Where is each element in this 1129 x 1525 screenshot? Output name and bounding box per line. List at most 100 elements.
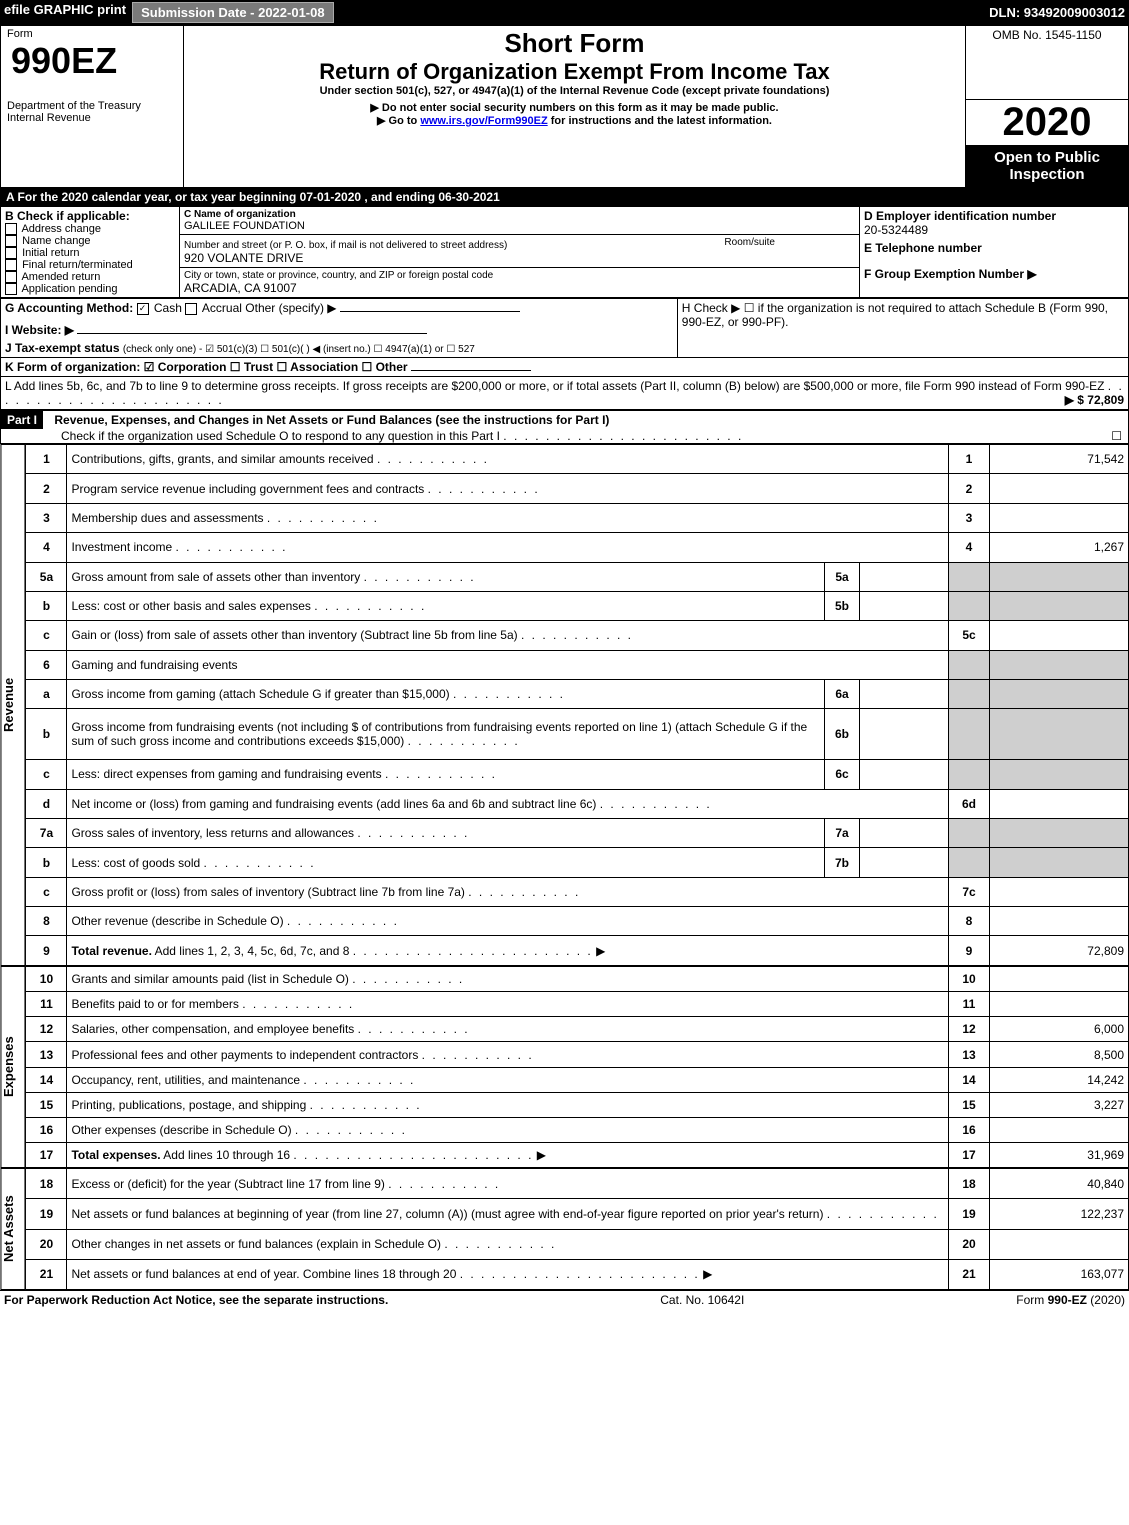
short-form-title: Short Form [190, 28, 959, 59]
line-row: b Less: cost of goods sold 7b [26, 848, 1129, 877]
expenses-outer: Expenses 10 Grants and similar amounts p… [0, 966, 1129, 1168]
return-title: Return of Organization Exempt From Incom… [190, 59, 959, 85]
cash-checkbox[interactable] [137, 303, 149, 315]
line-row: 7a Gross sales of inventory, less return… [26, 819, 1129, 848]
website-input[interactable] [77, 333, 427, 334]
line-row: b Gross income from fundraising events (… [26, 709, 1129, 760]
page-footer: For Paperwork Reduction Act Notice, see … [0, 1290, 1129, 1309]
org-info-table: B Check if applicable: Address change Na… [0, 206, 1129, 299]
line-row: 21 Net assets or fund balances at end of… [26, 1259, 1129, 1289]
line-row: 10 Grants and similar amounts paid (list… [26, 967, 1129, 992]
d-ein-label: D Employer identification number [864, 209, 1124, 223]
k-other-input[interactable] [411, 370, 531, 371]
internal-revenue: Internal Revenue [7, 112, 177, 124]
b-check-applicable-heading: B Check if applicable: [5, 209, 175, 223]
line-row: 15 Printing, publications, postage, and … [26, 1092, 1129, 1117]
part1-schedule-o-checkbox[interactable]: ☐ [1111, 429, 1122, 443]
line-row: 17 Total expenses. Add lines 10 through … [26, 1142, 1129, 1167]
form-word: Form [7, 28, 177, 40]
other-specify-input[interactable] [340, 311, 520, 312]
h-schedule-b-check: H Check ▶ ☐ if the organization is not r… [682, 301, 1124, 329]
b-checkbox-4[interactable] [5, 271, 17, 283]
ghijk-table: G Accounting Method: Cash Accrual Other … [0, 298, 1129, 410]
j-tax-exempt-prefix: J Tax-exempt status [5, 341, 123, 355]
line-row: 8 Other revenue (describe in Schedule O)… [26, 907, 1129, 936]
section-a-tax-year: A For the 2020 calendar year, or tax yea… [0, 188, 1129, 206]
dept-treasury: Department of the Treasury [7, 100, 177, 112]
other-specify-label: Other (specify) ▶ [245, 301, 336, 315]
revenue-side-label: Revenue [0, 444, 25, 966]
b-checkbox-2[interactable] [5, 247, 17, 259]
b-checkbox-1[interactable] [5, 235, 17, 247]
expenses-side-label: Expenses [0, 966, 25, 1168]
catalog-number: Cat. No. 10642I [660, 1293, 744, 1307]
dln-label: DLN: 93492009003012 [989, 5, 1125, 20]
room-suite-label: Room/suite [724, 237, 775, 248]
form-version: Form 990-EZ (2020) [1016, 1293, 1125, 1307]
line-row: 13 Professional fees and other payments … [26, 1042, 1129, 1067]
line-row: 18 Excess or (deficit) for the year (Sub… [26, 1169, 1129, 1199]
l-gross-receipts-text: L Add lines 5b, 6c, and 7b to line 9 to … [5, 379, 1104, 393]
l-gross-receipts-amount: ▶ $ 72,809 [1065, 393, 1124, 407]
b-checkbox-3[interactable] [5, 259, 17, 271]
line-row: 5a Gross amount from sale of assets othe… [26, 562, 1129, 591]
b-checkbox-5[interactable] [5, 283, 17, 295]
line-row: b Less: cost or other basis and sales ex… [26, 591, 1129, 620]
b-item-label: Application pending [21, 283, 117, 295]
line-row: c Gross profit or (loss) from sales of i… [26, 877, 1129, 906]
line-row: 12 Salaries, other compensation, and emp… [26, 1017, 1129, 1042]
line-row: 20 Other changes in net assets or fund b… [26, 1229, 1129, 1259]
topbar: efile GRAPHIC print Submission Date - 20… [0, 0, 1129, 25]
financial-outer: Revenue 1 Contributions, gifts, grants, … [0, 444, 1129, 966]
line-row: 3 Membership dues and assessments 3 [26, 503, 1129, 532]
b-item-label: Address change [21, 223, 101, 235]
tax-year: 2020 [966, 100, 1128, 145]
ein-value: 20-5324489 [864, 223, 1124, 237]
line-row: 1 Contributions, gifts, grants, and simi… [26, 445, 1129, 474]
accrual-label: Accrual [202, 301, 242, 315]
line-row: d Net income or (loss) from gaming and f… [26, 789, 1129, 818]
org-name: GALILEE FOUNDATION [184, 220, 855, 232]
go-to-instructions: ▶ Go to www.irs.gov/Form990EZ for instru… [190, 114, 959, 127]
org-address: 920 VOLANTE DRIVE [184, 251, 855, 265]
do-not-enter-ssn: ▶ Do not enter social security numbers o… [190, 101, 959, 114]
line-row: c Less: direct expenses from gaming and … [26, 760, 1129, 789]
open-to-public: Open to Public Inspection [966, 145, 1128, 187]
line-row: 2 Program service revenue including gove… [26, 474, 1129, 503]
addr-label: Number and street (or P. O. box, if mail… [184, 240, 507, 251]
line-row: a Gross income from gaming (attach Sched… [26, 679, 1129, 708]
line-row: 6 Gaming and fundraising events [26, 650, 1129, 679]
b-item-label: Amended return [21, 271, 100, 283]
b-checkbox-0[interactable] [5, 223, 17, 235]
revenue-table: 1 Contributions, gifts, grants, and simi… [25, 444, 1129, 966]
go-to-prefix: ▶ Go to [377, 115, 420, 127]
under-section: Under section 501(c), 527, or 4947(a)(1)… [190, 85, 959, 97]
accrual-checkbox[interactable] [185, 303, 197, 315]
form-number: 990EZ [7, 40, 177, 82]
j-tax-exempt-options: (check only one) - ☑ 501(c)(3) ☐ 501(c)(… [123, 344, 475, 355]
form-header: Form 990EZ Department of the Treasury In… [0, 25, 1129, 188]
line-row: 11 Benefits paid to or for members 11 [26, 992, 1129, 1017]
line-row: 16 Other expenses (describe in Schedule … [26, 1117, 1129, 1142]
part1-title: Revenue, Expenses, and Changes in Net As… [54, 413, 609, 427]
line-row: 14 Occupancy, rent, utilities, and maint… [26, 1067, 1129, 1092]
i-website-label: I Website: ▶ [5, 323, 74, 337]
line-row: 9 Total revenue. Add lines 1, 2, 3, 4, 5… [26, 936, 1129, 966]
g-accounting-label: G Accounting Method: [5, 301, 133, 315]
f-group-exemption-label: F Group Exemption Number ▶ [864, 267, 1124, 281]
org-city-state-zip: ARCADIA, CA 91007 [184, 281, 855, 295]
line-row: 19 Net assets or fund balances at beginn… [26, 1199, 1129, 1229]
netassets-side-label: Net Assets [0, 1168, 25, 1290]
omb-number: OMB No. 1545-1150 [972, 28, 1122, 42]
k-form-org-label: K Form of organization: ☑ Corporation ☐ … [5, 360, 408, 374]
city-label: City or town, state or province, country… [184, 270, 855, 281]
b-item-label: Initial return [22, 247, 79, 259]
e-phone-label: E Telephone number [864, 241, 1124, 255]
go-to-suffix: for instructions and the latest informat… [551, 115, 772, 127]
line-row: c Gain or (loss) from sale of assets oth… [26, 621, 1129, 650]
part1-check-text: Check if the organization used Schedule … [61, 429, 500, 443]
irs-link[interactable]: www.irs.gov/Form990EZ [420, 115, 547, 127]
efile-label: efile GRAPHIC print [4, 2, 126, 23]
expenses-table: 10 Grants and similar amounts paid (list… [25, 966, 1129, 1168]
submission-date-button[interactable]: Submission Date - 2022-01-08 [132, 2, 334, 23]
